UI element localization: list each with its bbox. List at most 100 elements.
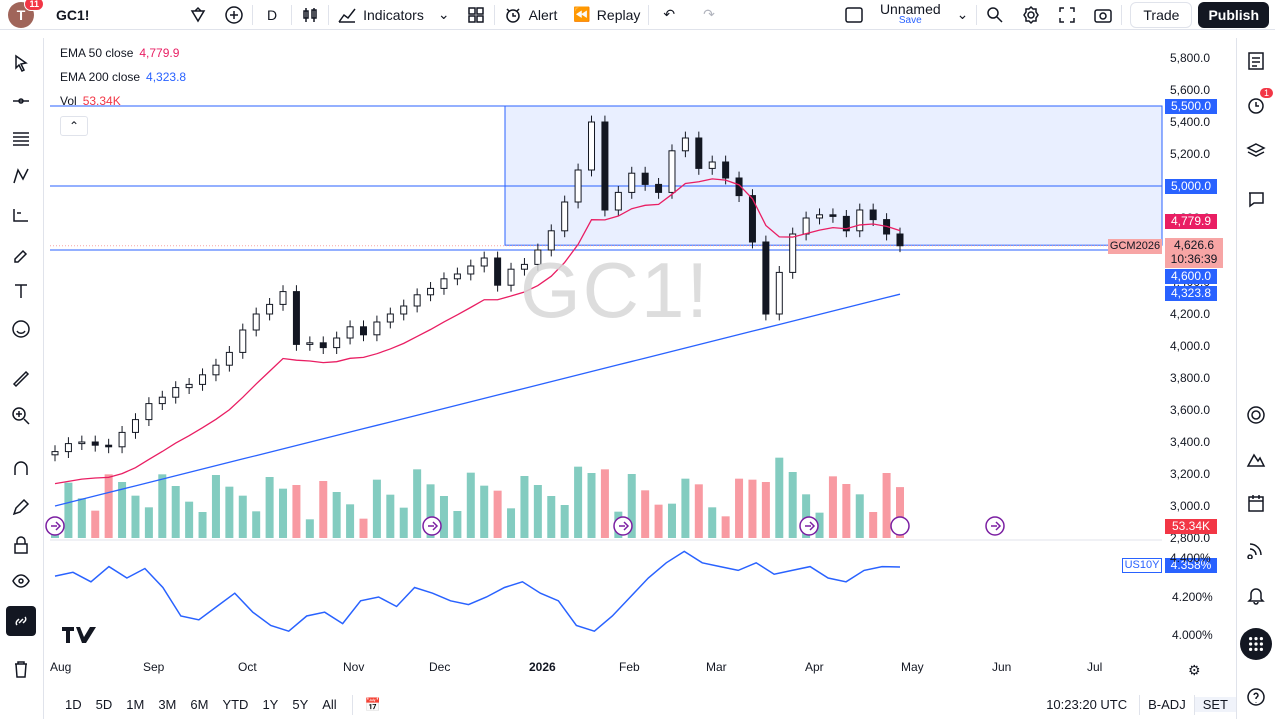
eye-icon[interactable] (8, 568, 34, 594)
lock-icon[interactable] (8, 532, 34, 558)
text-icon[interactable] (8, 278, 34, 304)
broadcast-icon[interactable] (1243, 536, 1269, 562)
ema50-label: EMA 50 close (60, 46, 134, 60)
add-symbol-icon[interactable] (216, 0, 252, 30)
volume-bar (802, 494, 811, 538)
legend-volume[interactable]: Vol 53.34K (60, 94, 121, 108)
bell-icon[interactable] (1243, 582, 1269, 608)
collapse-legend-icon[interactable]: ⌃ (60, 116, 88, 136)
volume-bar (118, 482, 127, 538)
volume-bar (520, 476, 529, 538)
interval-button[interactable]: D (253, 0, 291, 30)
layout-name-button[interactable]: Unnamed Save (872, 0, 949, 30)
volume-bar (413, 469, 422, 538)
forecast-icon[interactable] (8, 202, 34, 228)
trend-line-icon[interactable] (8, 88, 34, 114)
price-tick: 5,600.0 (1170, 83, 1211, 97)
range-button[interactable]: 5Y (292, 697, 309, 712)
volume-bar (171, 486, 180, 538)
clock[interactable]: 10:23:20 UTC (1046, 697, 1128, 712)
range-button[interactable]: 5D (95, 697, 113, 712)
apps-grid-icon[interactable] (1240, 628, 1272, 660)
b-adj-button[interactable]: B-ADJ (1148, 697, 1186, 712)
session-button[interactable]: SET (1194, 697, 1236, 712)
range-button[interactable]: 3M (158, 697, 177, 712)
chart-type-icon[interactable] (292, 0, 328, 30)
undo-icon[interactable]: ↶ (663, 6, 676, 22)
legend-ema200[interactable]: EMA 200 close 4,323.8 (60, 70, 186, 84)
watchlist-add-icon[interactable] (180, 0, 216, 30)
volume-bar (842, 484, 851, 538)
range-button[interactable]: 1Y (262, 697, 279, 712)
divider (351, 694, 353, 715)
alerts-clock-icon[interactable]: 1 (1243, 88, 1273, 118)
volume-bar (225, 486, 234, 538)
time-label: Oct (238, 660, 257, 674)
volume-bar (761, 482, 770, 538)
layout-save-status: Save (898, 14, 922, 26)
calendar-icon[interactable] (1243, 490, 1269, 516)
publish-button[interactable]: Publish (1198, 1, 1269, 28)
candle-body (695, 137, 703, 169)
watchlist-icon[interactable] (1243, 48, 1269, 74)
range-button[interactable]: All (322, 697, 337, 712)
candle-body (547, 230, 555, 251)
candle-body (708, 161, 716, 169)
candle-body (91, 441, 99, 446)
time-label: Aug (50, 660, 72, 674)
layout-checkbox-icon[interactable] (836, 0, 872, 30)
pencil-lock-icon[interactable] (8, 494, 34, 520)
settings-gear-icon[interactable] (1013, 0, 1049, 30)
redo-icon[interactable]: ↷ (703, 6, 715, 22)
candle-body (292, 291, 300, 345)
event-arrow-icon (428, 521, 439, 531)
trade-button[interactable]: Trade (1130, 1, 1193, 28)
trash-icon[interactable] (8, 656, 34, 682)
fullscreen-icon[interactable] (1049, 0, 1085, 30)
quick-search-icon[interactable] (977, 0, 1013, 30)
volume-bar (627, 474, 636, 538)
alert-button[interactable]: Alert (495, 0, 566, 30)
camera-icon[interactable] (1085, 0, 1121, 30)
volume-bar (654, 504, 663, 538)
help-icon[interactable] (1243, 684, 1269, 710)
event-arrow-icon (805, 521, 816, 531)
range-button[interactable]: YTD (222, 697, 249, 712)
indicators-button[interactable]: Indicators ⌄ (329, 0, 457, 30)
candle-body (346, 326, 354, 339)
link-icon[interactable] (6, 606, 36, 636)
chat-icon[interactable] (1243, 186, 1269, 212)
price-tick: 5,200.0 (1170, 147, 1211, 161)
time-label: Sep (143, 660, 165, 674)
range-button[interactable]: 6M (190, 697, 209, 712)
pattern-icon[interactable] (8, 163, 34, 189)
cursor-icon[interactable] (8, 50, 34, 76)
date-range-icon[interactable]: 📅 (364, 696, 381, 712)
us10y-tick: 4.000% (1172, 628, 1213, 642)
magnet-icon[interactable] (8, 456, 34, 482)
ruler-icon[interactable] (8, 366, 34, 392)
emoji-icon[interactable] (8, 316, 34, 342)
range-button[interactable]: 1M (126, 697, 145, 712)
volume-bar (144, 507, 153, 538)
brush-icon[interactable] (8, 240, 34, 266)
layers-icon[interactable] (1243, 138, 1269, 164)
legend-ema50[interactable]: EMA 50 close 4,779.9 (60, 46, 179, 60)
range-button[interactable]: 1D (65, 697, 82, 712)
fib-icon[interactable] (8, 126, 34, 152)
volume-bar (265, 477, 274, 538)
layout-chevron-icon[interactable]: ⌄ (956, 6, 969, 22)
candle-body (829, 214, 837, 217)
indicators-label: Indicators (363, 6, 424, 23)
zoom-in-icon[interactable] (8, 403, 34, 429)
symbol-search[interactable]: GC1! (48, 0, 188, 30)
interval-label: D (267, 6, 278, 23)
mountain-icon[interactable] (1243, 446, 1269, 472)
target-icon[interactable] (1243, 402, 1269, 428)
user-avatar[interactable]: T 11 (8, 0, 44, 28)
us10y-tick: 4.200% (1172, 590, 1213, 604)
timezone-settings-icon[interactable]: ⚙ (1188, 662, 1201, 678)
replay-button[interactable]: ⏪ Replay (565, 0, 648, 30)
layouts-grid-icon[interactable] (458, 0, 494, 30)
